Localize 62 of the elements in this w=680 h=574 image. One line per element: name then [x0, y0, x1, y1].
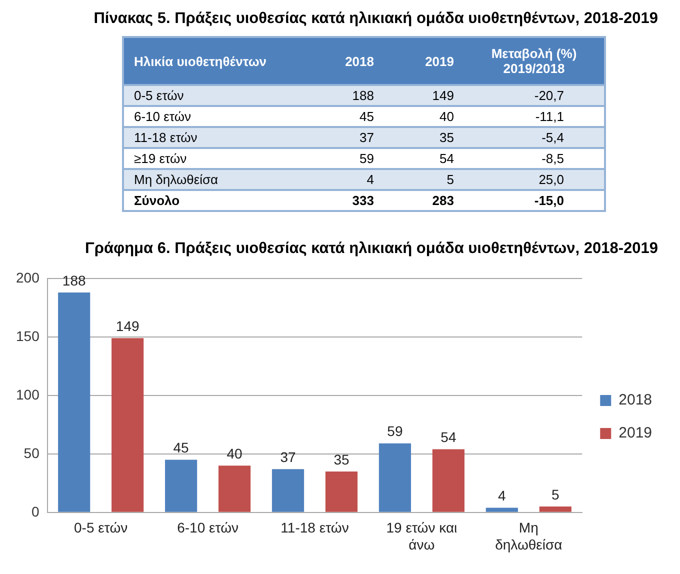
- text: Μεταβολή (%) 2019/2018: [490, 46, 578, 76]
- bar: [486, 508, 518, 512]
- y-tick-label: 100: [16, 386, 40, 402]
- series-label: 2018: [304, 37, 384, 85]
- category-label: 0-5 ετών: [123, 85, 304, 106]
- bar: [378, 443, 412, 512]
- data-label: 4: [498, 488, 506, 504]
- text: Πίνακας 5. Πράξεις υιοθεσίας κατά ηλικιακή ομάδα υιοθετηθέντων, 2018-2019: [92, 9, 659, 28]
- bar: [272, 469, 304, 512]
- data-label: -11,1: [464, 106, 605, 127]
- data-label: 59: [304, 148, 384, 169]
- category-label: Σύνολο: [123, 190, 304, 211]
- data-label: 45: [173, 440, 190, 456]
- category-label: Μη δηλωθείσα: [123, 169, 304, 190]
- y-tick-label: 50: [24, 444, 40, 461]
- data-label: 40: [226, 445, 243, 462]
- y-tick-label: 200: [16, 269, 40, 286]
- data-label: 149: [116, 318, 140, 334]
- x-tick-label: 19 ετών και άνω: [386, 520, 458, 552]
- bar: [165, 460, 198, 512]
- bar: [58, 292, 90, 512]
- category-label: 6-10 ετών: [123, 106, 304, 127]
- data-label: 149: [384, 85, 464, 106]
- chart-title: Γράφημα 6. Πράξεις υιοθεσίας κατά ηλικιακή ομάδα υιοθετηθέντων, 2018-2019: [84, 240, 659, 258]
- data-label: -8,5: [464, 148, 605, 169]
- data-label: 54: [440, 429, 456, 446]
- data-label: 37: [304, 127, 384, 148]
- bar: [325, 471, 358, 512]
- data-label: 45: [304, 106, 384, 127]
- x-tick-label: Μη δηλωθείσα: [495, 520, 562, 552]
- bar: [218, 466, 251, 512]
- category-label: ≥19 ετών: [123, 148, 304, 169]
- data-label: 35: [384, 127, 464, 148]
- data-label: 5: [551, 486, 560, 502]
- data-label: 188: [304, 85, 384, 106]
- data-label: 40: [384, 106, 464, 127]
- text: 2019: [384, 37, 464, 85]
- data-label: 283: [384, 190, 464, 211]
- data-label: 5: [384, 169, 464, 190]
- data-label: -5,4: [464, 127, 605, 148]
- x-tick-label: 11-18 ετών: [280, 520, 349, 536]
- category-label: 11-18 ετών: [123, 127, 304, 148]
- data-label: 333: [304, 190, 384, 211]
- data-label: -15,0: [464, 190, 605, 211]
- y-tick-label: 0: [32, 503, 40, 520]
- bar: [539, 506, 572, 512]
- x-tick-label: 6-10 ετών: [177, 520, 238, 536]
- data-label: 188: [62, 272, 86, 288]
- data-label: 37: [280, 448, 296, 465]
- data-label: -20,7: [464, 85, 605, 106]
- bar: [112, 338, 144, 512]
- data-label: 25,0: [464, 169, 605, 190]
- text: Ηλικία υιοθετηθέντων: [123, 37, 304, 85]
- data-label: 4: [304, 169, 384, 190]
- x-tick-label: 0-5 ετών: [74, 520, 128, 536]
- data-label: 35: [334, 451, 350, 468]
- data-label: 59: [387, 423, 403, 440]
- data-label: 54: [384, 148, 464, 169]
- legend-label: 2019: [618, 424, 652, 442]
- legend-label: 2018: [618, 392, 652, 409]
- y-tick-label: 150: [16, 328, 40, 344]
- bar: [432, 449, 464, 512]
